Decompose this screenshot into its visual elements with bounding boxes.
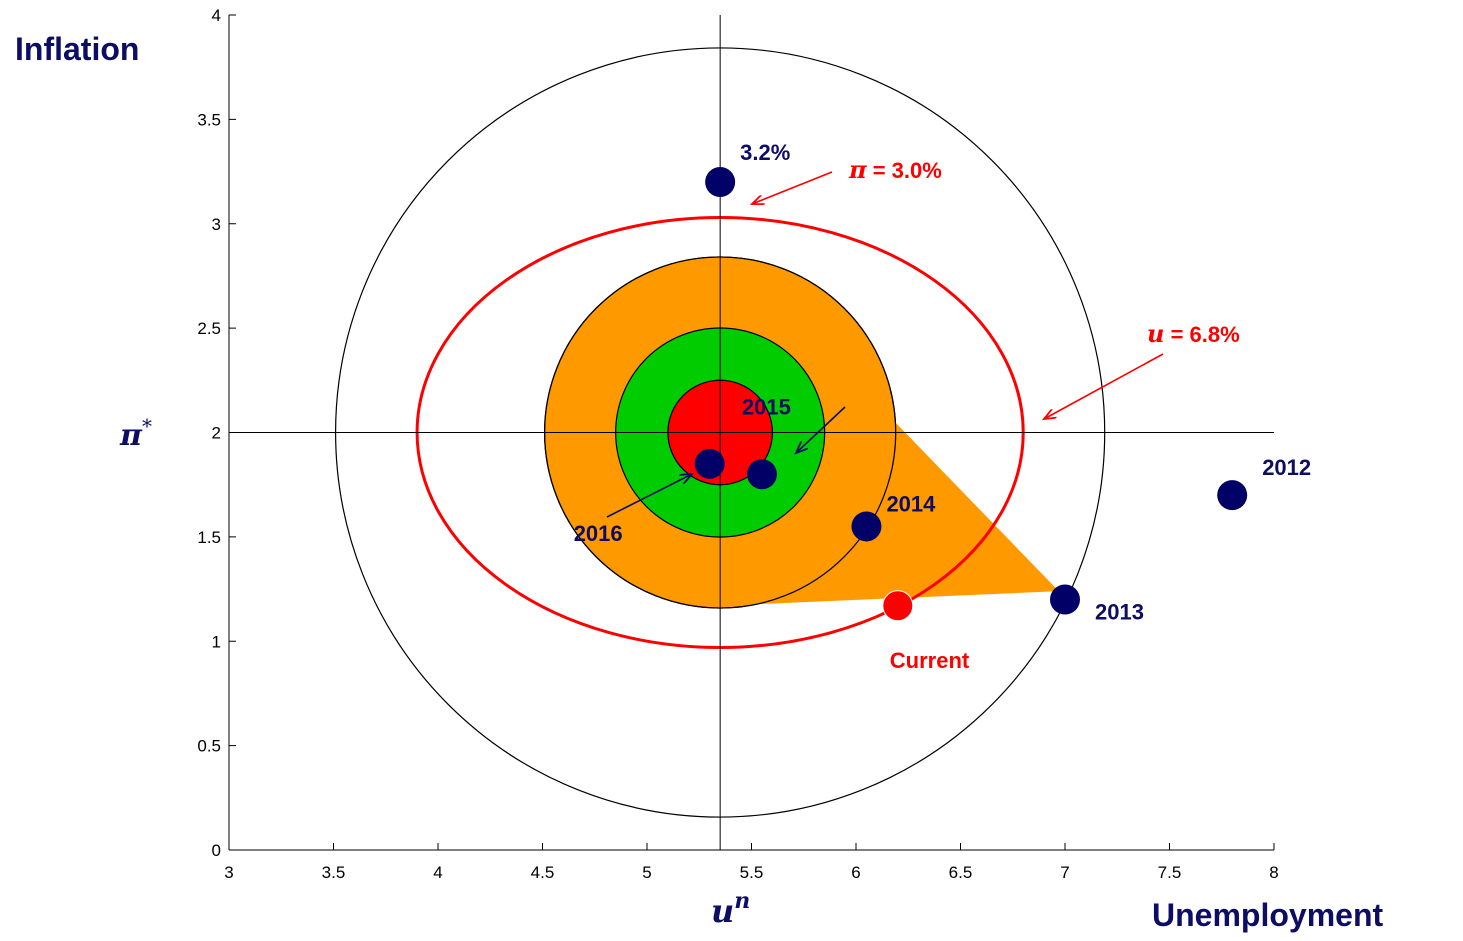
point-label-2014: 2014: [886, 491, 936, 516]
x-reference-base: u: [711, 892, 734, 930]
point-label-2016: 2016: [574, 521, 623, 546]
y-tick-label: 0.5: [197, 737, 221, 756]
y-reference-base: π: [119, 418, 143, 453]
point-label-2013: 2013: [1095, 600, 1144, 625]
point-label-2015: 2015: [742, 394, 791, 419]
point-2013: [1050, 584, 1080, 615]
data-points: [694, 167, 1248, 622]
label-2015-arrow: [796, 406, 846, 453]
point-label-current: Current: [890, 648, 970, 673]
point-2014: [851, 511, 882, 542]
x-tick-label: 6.5: [949, 863, 973, 882]
y-tick-label: 0: [212, 841, 221, 860]
pi-annotation: π = 3.0%: [848, 155, 942, 184]
x-reference-symbol: un: [711, 888, 750, 930]
x-tick-label: 3: [224, 863, 233, 882]
y-tick-label: 2: [212, 424, 221, 443]
orange-path-region: [720, 265, 1059, 606]
pi-annotation-text: = 3.0%: [867, 158, 942, 183]
y-axis-title: Inflation: [15, 31, 139, 67]
point-32: [705, 167, 736, 197]
y-tick-label: 2.5: [197, 319, 221, 338]
reference-lines: [229, 15, 1274, 850]
y-tick-label: 1: [212, 632, 221, 651]
y-reference-superscript: *: [142, 414, 152, 438]
x-tick-label: 4: [433, 863, 442, 882]
x-axis-title: Unemployment: [1152, 897, 1383, 933]
x-tick-label: 5.5: [740, 863, 764, 882]
label-2016-arrow: [606, 474, 692, 518]
y-tick-label: 3: [212, 215, 221, 234]
text-labels: 2012 2013 2014 2015 2016 3.2% Current: [574, 140, 1311, 673]
y-tick-label: 4: [212, 6, 221, 25]
x-tick-label: 3.5: [322, 863, 346, 882]
x-tick-label: 7: [1060, 863, 1069, 882]
u-annotation-symbol: u: [1147, 319, 1164, 348]
point-2012: [1217, 480, 1248, 511]
x-tick-label: 6: [851, 863, 860, 882]
point-label-2012: 2012: [1262, 455, 1311, 480]
x-tick-label: 4.5: [531, 863, 555, 882]
y-reference-symbol: π*: [119, 414, 152, 453]
point-2016: [694, 448, 725, 479]
point-2015: [746, 459, 777, 490]
u-annotation: u = 6.8%: [1147, 319, 1240, 348]
axes: 3 3.5 4 4.5 5 5.5 6 6.5 7 7.5 8 0 0.5 1 1.5 2 2.5 3 3.5 4: [197, 6, 1278, 882]
y-tick-label: 3.5: [197, 110, 221, 129]
x-tick-label: 8: [1269, 863, 1278, 882]
pi-annotation-symbol: π: [848, 155, 867, 184]
pi-annotation-arrow: [752, 171, 833, 204]
x-reference-superscript: n: [734, 888, 750, 914]
point-current: [882, 590, 914, 622]
x-tick-label: 7.5: [1158, 863, 1182, 882]
u-annotation-text: = 6.8%: [1164, 322, 1239, 347]
y-tick-label: 1.5: [197, 528, 221, 547]
u-annotation-arrow: [1044, 353, 1164, 419]
point-label-32: 3.2%: [740, 140, 790, 165]
x-tick-label: 5: [642, 863, 651, 882]
